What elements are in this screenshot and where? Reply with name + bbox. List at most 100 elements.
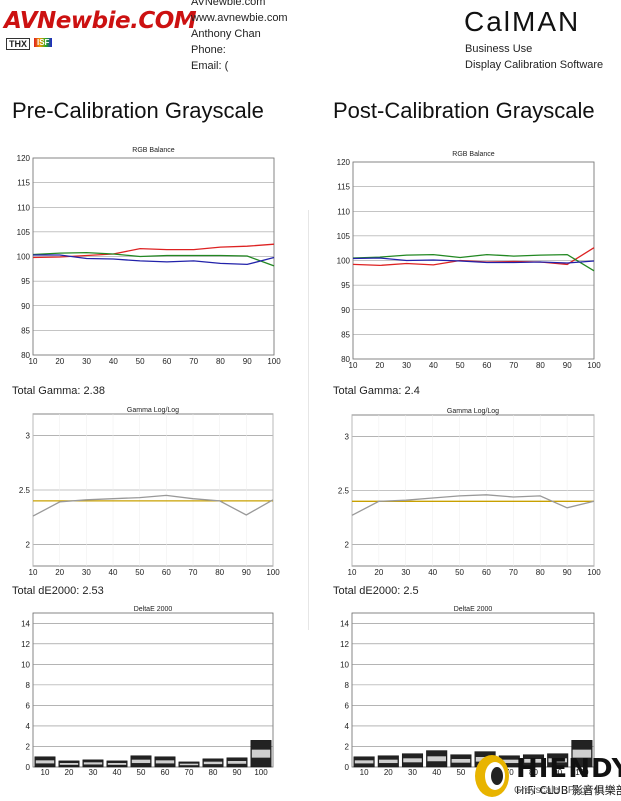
post_rgb-xtick-label: 80 — [536, 361, 545, 370]
pre_gamma-series-measured — [32, 494, 274, 517]
pre_de-bar-highlight — [155, 760, 175, 764]
post_de-bar-highlight — [354, 760, 374, 764]
post_gamma-xtick-label: 10 — [348, 568, 357, 577]
pre_rgb-xtick-label: 10 — [29, 357, 38, 366]
post_gamma-ytick-label: 2 — [345, 540, 350, 549]
contact-phone: Phone: — [191, 44, 226, 56]
post_de-xtick-label: 40 — [432, 768, 441, 777]
pre_de-bar-highlight — [83, 762, 103, 765]
post_de-bar-highlight — [500, 759, 519, 764]
pre_de-ytick-label: 2 — [26, 742, 31, 751]
pre_de-xtick-label: 40 — [113, 768, 122, 777]
pre_rgb-series-green — [32, 251, 275, 267]
post_gamma-xtick-label: 100 — [587, 568, 601, 577]
pre-calibration-title: Pre-Calibration Grayscale — [12, 98, 264, 123]
pre_rgb-xtick-label: 40 — [109, 357, 118, 366]
pre_gamma-ytick-label: 2.5 — [19, 486, 31, 495]
pre_de-bar-highlight — [59, 762, 79, 765]
post_rgb-ytick-label: 105 — [337, 232, 351, 241]
post_rgb-xtick-label: 60 — [482, 361, 491, 370]
post_de-frame — [351, 612, 595, 768]
pre_de-bar-highlight — [107, 762, 127, 765]
pre_gamma-xtick-label: 90 — [242, 568, 251, 577]
contact-site-name: AVNewbie.com — [191, 0, 266, 8]
pre_rgb-ytick-label: 90 — [21, 302, 30, 311]
pre_rgb-xtick-label: 50 — [136, 357, 145, 366]
pre_de-ytick-label: 0 — [26, 763, 31, 772]
post_rgb-xtick-label: 40 — [429, 361, 438, 370]
pre_rgb-ytick-label: 105 — [17, 228, 31, 237]
pre_de-xtick-label: 60 — [161, 768, 170, 777]
pre_de-xtick-label: 80 — [209, 768, 218, 777]
post_de-xtick-label: 100 — [575, 768, 589, 777]
pre_de-bar-highlight — [131, 759, 151, 764]
post_de-bar-highlight — [379, 759, 398, 764]
post_rgb-xtick-label: 90 — [563, 361, 572, 370]
pre_gamma-xtick-label: 20 — [55, 568, 64, 577]
pre_de-title: DeltaE 2000 — [134, 606, 173, 613]
pre_de-xtick-label: 20 — [65, 768, 74, 777]
pre_de-bar-highlight — [35, 760, 55, 764]
post_gamma-title: Gamma Log/Log — [447, 408, 499, 415]
pre_de-xtick-label: 10 — [41, 768, 50, 777]
post_de-ytick-label: 6 — [345, 701, 350, 710]
post_de-bar-highlight — [572, 749, 592, 758]
post_de-xtick-label: 80 — [529, 768, 538, 777]
pre_de-ytick-label: 6 — [26, 701, 31, 710]
post_rgb-ytick-label: 90 — [341, 306, 350, 315]
post_gamma-xtick-label: 30 — [401, 568, 410, 577]
pre_rgb-title: RGB Balance — [132, 147, 175, 154]
pre_rgb-ytick-label: 85 — [21, 326, 30, 335]
pre_rgb-ytick-label: 120 — [17, 154, 31, 163]
post_gamma-xtick-label: 50 — [455, 568, 464, 577]
pre_de-bar-highlight — [203, 761, 223, 765]
post_de-xtick-label: 20 — [384, 768, 393, 777]
contact-url[interactable]: www.avnewbie.com — [191, 12, 288, 24]
post_de-ytick-label: 4 — [345, 722, 350, 731]
pre_de-frame — [32, 612, 274, 768]
post_rgb-xtick-label: 70 — [509, 361, 518, 370]
post-total-de2000: Total dE2000: 2.5 — [333, 585, 419, 597]
post_de-xtick-label: 70 — [505, 768, 514, 777]
post_rgb-series-green — [352, 253, 595, 272]
post_gamma-xtick-label: 20 — [374, 568, 383, 577]
pre_gamma-title: Gamma Log/Log — [127, 407, 179, 414]
post_de-ytick-label: 14 — [340, 619, 349, 628]
post-total-gamma: Total Gamma: 2.4 — [333, 385, 420, 397]
pre_de-ytick-label: 12 — [21, 640, 30, 649]
post_rgb-xtick-label: 30 — [402, 361, 411, 370]
thx-badge: THX — [6, 38, 30, 50]
pre_gamma-xtick-label: 50 — [135, 568, 144, 577]
post_rgb-xtick-label: 20 — [375, 361, 384, 370]
post_gamma-xtick-label: 40 — [428, 568, 437, 577]
pre_gamma-xtick-label: 60 — [162, 568, 171, 577]
post_de-ytick-label: 2 — [345, 742, 350, 751]
post_de-xtick-label: 90 — [553, 768, 562, 777]
pre_rgb-xtick-label: 30 — [82, 357, 91, 366]
hiendy-brand: HIENDY — [516, 754, 621, 784]
post_de-xtick-label: 50 — [456, 768, 465, 777]
post-calibration-title: Post-Calibration Grayscale — [333, 98, 595, 123]
post_rgb-xtick-label: 100 — [587, 361, 601, 370]
pre_rgb-ytick-label: 110 — [17, 203, 30, 212]
contact-name: Anthony Chan — [191, 28, 261, 40]
post_rgb-ytick-label: 95 — [341, 281, 350, 290]
contact-block: AVNewbie.com www.avnewbie.com Anthony Ch… — [191, 0, 391, 74]
post_rgb-xtick-label: 10 — [349, 361, 358, 370]
pre_gamma-xtick-label: 100 — [266, 568, 280, 577]
post_rgb-ytick-label: 100 — [337, 257, 351, 266]
post_de-ytick-label: 10 — [340, 660, 349, 669]
post_rgb-ytick-label: 80 — [341, 355, 350, 364]
post_de-bar-highlight — [403, 758, 422, 763]
pre_gamma-xtick-label: 10 — [29, 568, 38, 577]
post_rgb-ytick-label: 85 — [341, 330, 350, 339]
pre_rgb-xtick-label: 90 — [243, 357, 252, 366]
contact-email: Email: ( — [191, 60, 229, 72]
post_rgb-ytick-label: 110 — [337, 207, 350, 216]
post_gamma-xtick-label: 90 — [563, 568, 572, 577]
post_de-bar-highlight — [548, 758, 567, 763]
pre_de-ytick-label: 4 — [26, 722, 31, 731]
pre_rgb-xtick-label: 70 — [189, 357, 198, 366]
page-footer-text: Grayscale - Page 1 — [514, 785, 600, 796]
pre_gamma-ytick-label: 2 — [26, 540, 31, 549]
